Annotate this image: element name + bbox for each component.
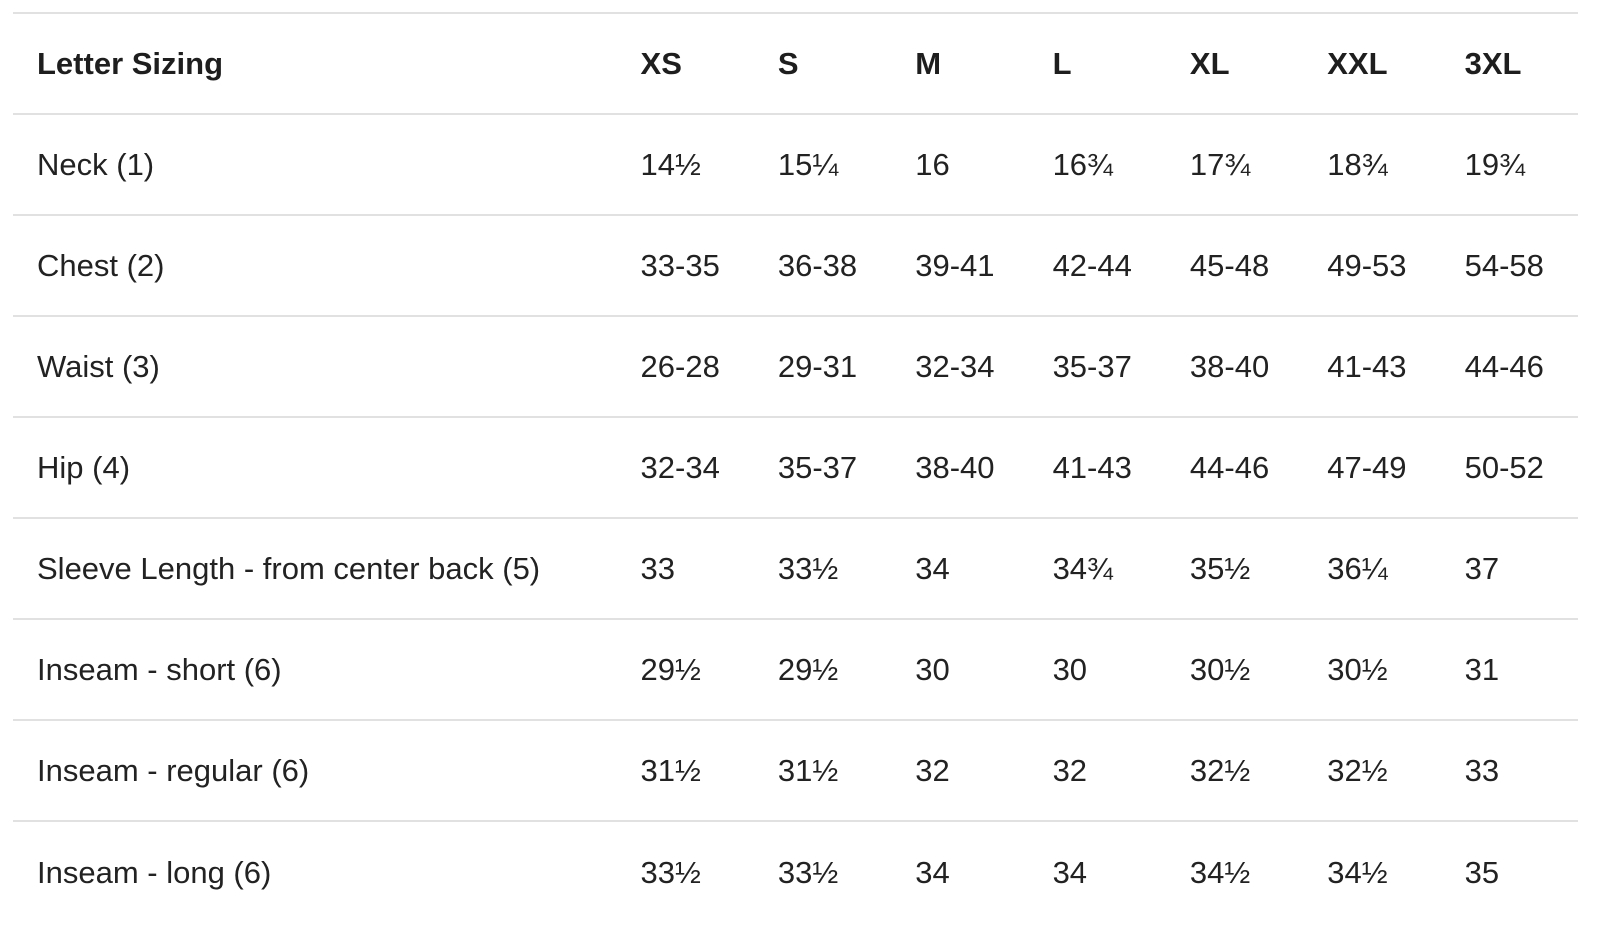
table-cell: 42-44 — [1028, 214, 1166, 316]
table-cell: 35-37 — [1028, 315, 1166, 417]
table-cell: 33 — [616, 517, 754, 619]
table-cell: 16 — [891, 113, 1029, 215]
table-cell: 31½ — [616, 719, 754, 821]
table-row: Inseam - regular (6) 31½ 31½ 32 32 32½ 3… — [13, 719, 1578, 821]
table-cell: 29-31 — [753, 315, 892, 417]
table-cell: 47-49 — [1303, 416, 1441, 518]
table-cell: 39-41 — [891, 214, 1029, 316]
table-cell: 32½ — [1303, 719, 1441, 821]
size-chart-table: Letter Sizing XS S M L XL XXL 3XL Neck (… — [13, 12, 1578, 922]
table-cell: 18¾ — [1303, 113, 1441, 215]
table-cell: 54-58 — [1440, 214, 1578, 316]
table-cell: 33-35 — [616, 214, 754, 316]
table-cell: 50-52 — [1440, 416, 1578, 518]
table-row: Hip (4) 32-34 35-37 38-40 41-43 44-46 47… — [13, 416, 1578, 518]
table-cell: 17¾ — [1165, 113, 1304, 215]
table-row: Neck (1) 14½ 15¼ 16 16¾ 17¾ 18¾ 19¾ — [13, 113, 1578, 215]
table-row: Waist (3) 26-28 29-31 32-34 35-37 38-40 … — [13, 315, 1578, 417]
row-label: Chest (2) — [13, 214, 617, 316]
table-cell: 45-48 — [1165, 214, 1304, 316]
table-cell: 35 — [1440, 820, 1578, 922]
table-cell: 37 — [1440, 517, 1578, 619]
table-row: Chest (2) 33-35 36-38 39-41 42-44 45-48 … — [13, 214, 1578, 316]
row-label: Inseam - regular (6) — [13, 719, 617, 821]
table-cell: 34½ — [1303, 820, 1441, 922]
table-cell: 34 — [1028, 820, 1166, 922]
table-cell: 34¾ — [1028, 517, 1166, 619]
row-label: Inseam - long (6) — [13, 820, 617, 922]
table-header-row: Letter Sizing XS S M L XL XXL 3XL — [13, 12, 1578, 114]
header-size-xs: XS — [616, 12, 754, 114]
table-cell: 34 — [891, 517, 1029, 619]
table-cell: 49-53 — [1303, 214, 1441, 316]
table-cell: 36-38 — [753, 214, 892, 316]
table-cell: 33½ — [616, 820, 754, 922]
table-cell: 32 — [1028, 719, 1166, 821]
table-cell: 38-40 — [1165, 315, 1304, 417]
header-size-xl: XL — [1165, 12, 1304, 114]
table-cell: 15¼ — [753, 113, 892, 215]
row-label: Hip (4) — [13, 416, 617, 518]
table-cell: 29½ — [616, 618, 754, 720]
row-label: Neck (1) — [13, 113, 617, 215]
header-size-xxl: XXL — [1303, 12, 1441, 114]
table-cell: 30 — [1028, 618, 1166, 720]
table-cell: 35½ — [1165, 517, 1304, 619]
table-cell: 38-40 — [891, 416, 1029, 518]
table-cell: 16¾ — [1028, 113, 1166, 215]
table-row: Inseam - short (6) 29½ 29½ 30 30 30½ 30½… — [13, 618, 1578, 720]
table-cell: 26-28 — [616, 315, 754, 417]
table-cell: 44-46 — [1165, 416, 1304, 518]
header-size-3xl: 3XL — [1440, 12, 1578, 114]
row-label: Waist (3) — [13, 315, 617, 417]
table-cell: 32 — [891, 719, 1029, 821]
table-cell: 35-37 — [753, 416, 892, 518]
table-cell: 41-43 — [1303, 315, 1441, 417]
table-cell: 33½ — [753, 820, 892, 922]
table-cell: 29½ — [753, 618, 892, 720]
table-row: Inseam - long (6) 33½ 33½ 34 34 34½ 34½ … — [13, 820, 1578, 922]
table-cell: 34 — [891, 820, 1029, 922]
table-cell: 32½ — [1165, 719, 1304, 821]
table-row: Sleeve Length - from center back (5) 33 … — [13, 517, 1578, 619]
table-cell: 44-46 — [1440, 315, 1578, 417]
header-size-l: L — [1028, 12, 1166, 114]
table-cell: 32-34 — [616, 416, 754, 518]
table-cell: 30½ — [1303, 618, 1441, 720]
table-cell: 31½ — [753, 719, 892, 821]
table-cell: 30½ — [1165, 618, 1304, 720]
table-cell: 32-34 — [891, 315, 1029, 417]
table-cell: 14½ — [616, 113, 754, 215]
table-cell: 30 — [891, 618, 1029, 720]
table-cell: 36¼ — [1303, 517, 1441, 619]
row-label: Sleeve Length - from center back (5) — [13, 517, 617, 619]
table-cell: 41-43 — [1028, 416, 1166, 518]
table-cell: 19¾ — [1440, 113, 1578, 215]
header-size-m: M — [891, 12, 1029, 114]
row-label: Inseam - short (6) — [13, 618, 617, 720]
table-cell: 33½ — [753, 517, 892, 619]
header-letter-sizing: Letter Sizing — [13, 12, 617, 114]
header-size-s: S — [753, 12, 892, 114]
table-cell: 33 — [1440, 719, 1578, 821]
table-cell: 34½ — [1165, 820, 1304, 922]
table-cell: 31 — [1440, 618, 1578, 720]
